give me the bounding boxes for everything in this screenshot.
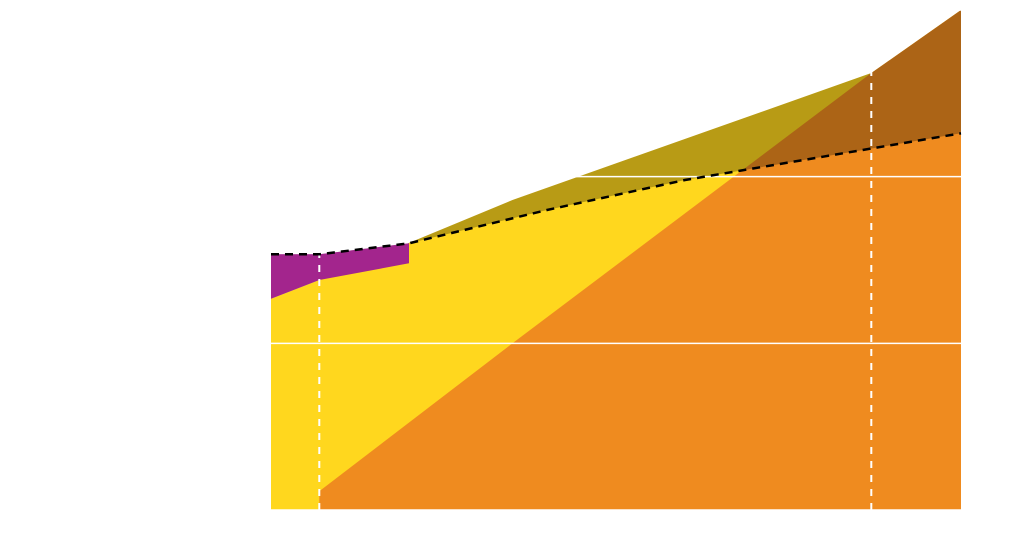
pension-chart — [0, 0, 1024, 542]
